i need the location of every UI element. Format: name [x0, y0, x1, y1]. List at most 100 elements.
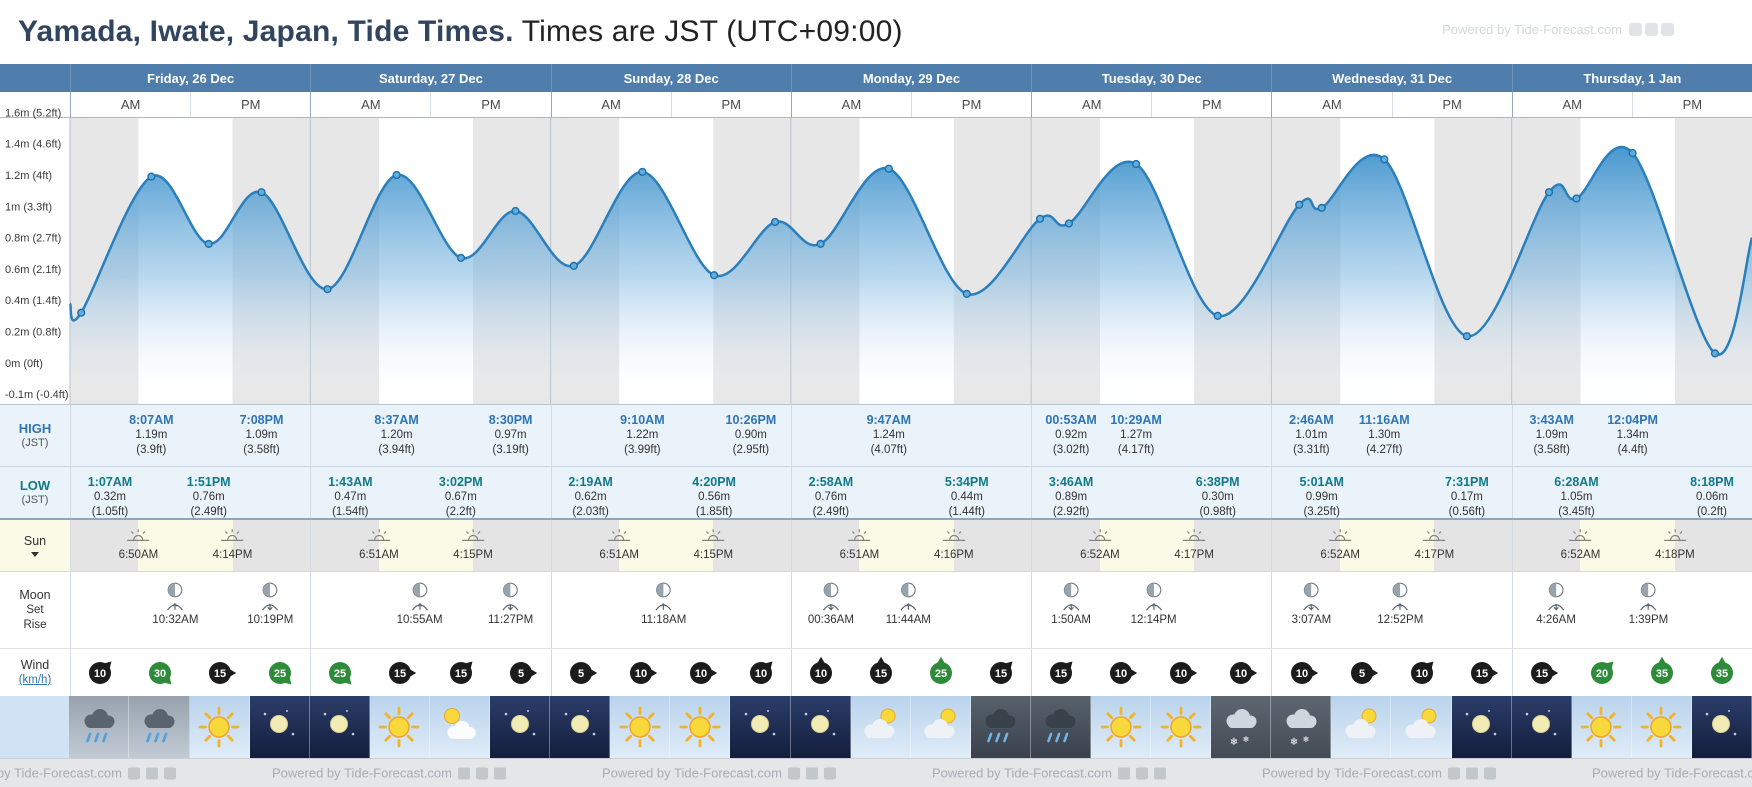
powered-by-watermark[interactable]: Powered by Tide-Forecast.com [1442, 22, 1674, 37]
svg-text:15: 15 [1536, 668, 1548, 680]
svg-text:15: 15 [995, 668, 1007, 680]
day-separator [1031, 467, 1033, 518]
sunset-icon [461, 529, 484, 541]
day-separator [70, 467, 71, 518]
powered-by-watermark[interactable]: Powered by Tide-Forecast.com [1262, 766, 1496, 781]
social-icon[interactable] [1483, 767, 1496, 779]
day-separator [1031, 572, 1033, 648]
tide-point-marker [1064, 219, 1074, 228]
svg-text:35: 35 [1716, 668, 1728, 680]
y-axis-label: 0.2m (0.8ft) [5, 327, 61, 339]
wind-speed-badge: 30 [143, 656, 177, 695]
ampm-day-4: AM PM [790, 92, 1031, 117]
chevron-down-icon[interactable] [31, 552, 39, 558]
powered-by-watermark[interactable]: Powered by Tide-Forecast.com [932, 766, 1166, 781]
wind-arrow-icon: 10 [1410, 661, 1434, 684]
moonrise-icon [900, 603, 917, 611]
social-icon[interactable] [493, 767, 506, 779]
high-tide-time: 2:46AM [1289, 413, 1334, 427]
low-tide-height-ft: (1.54ft) [332, 506, 369, 519]
social-icon[interactable] [1153, 767, 1166, 779]
moon-row: Moon Set Rise 10:32AM 10:19PM 10:55AM 11:27… [0, 572, 1752, 648]
low-tide-event: 8:18PM 0.06m (0.2ft) [1690, 474, 1734, 520]
low-tide-height-m: 0.44m [950, 491, 983, 504]
wind-arrow-icon: 15 [1050, 661, 1073, 684]
social-icon[interactable] [163, 767, 176, 779]
high-tide-time: 00:53AM [1045, 413, 1097, 427]
tide-point-marker [147, 172, 156, 181]
moon-phase-icon [823, 582, 839, 598]
high-tide-event: 00:53AM 0.92m (3.02ft) [1045, 412, 1096, 458]
low-tide-height-m: 0.62m [574, 491, 607, 504]
social-icon[interactable] [1465, 767, 1478, 779]
weather-icon-partly-sunny [429, 696, 491, 758]
high-tide-time: 3:43AM [1529, 413, 1574, 427]
low-tide-height-m: 0.47m [334, 491, 367, 504]
wind-speed-badge: 5 [504, 656, 538, 695]
social-icon[interactable] [475, 767, 488, 779]
wind-speed-badge: 15 [383, 656, 417, 695]
day-separator [550, 467, 552, 518]
day-separator [550, 405, 552, 466]
low-tide-event: 6:28AM 1.05m (3.45ft) [1554, 474, 1598, 520]
tide-point-marker [1035, 214, 1045, 223]
wind-arrow-icon: 15 [990, 661, 1013, 684]
low-tide-time: 5:01AM [1299, 475, 1344, 489]
wind-arrow-icon: 15 [1530, 662, 1558, 684]
social-icon[interactable] [1661, 23, 1674, 36]
social-icon[interactable] [1629, 23, 1642, 36]
powered-by-watermark[interactable]: Powered by Tide-Forecast.com [272, 766, 506, 781]
social-icon[interactable] [823, 767, 836, 779]
high-tide-height-ft: (4.07ft) [870, 444, 908, 457]
social-icon[interactable] [1645, 23, 1658, 36]
wind-unit-link[interactable]: (km/h) [18, 674, 52, 687]
moonrise-icon [1640, 603, 1657, 611]
wind-speed-badge: 10 [1285, 656, 1319, 695]
social-icon[interactable] [1135, 767, 1148, 779]
moon-set-time: 11:27PM [488, 614, 534, 626]
social-icon[interactable] [1447, 767, 1460, 779]
high-tide-event: 9:10AM 1.22m (3.99ft) [620, 412, 664, 458]
tide-point-marker [1710, 349, 1720, 358]
weather-row: ❄ ❄ ❄ ❄ [0, 696, 1752, 758]
watermark-text: Powered by Tide-Forecast.com [0, 765, 122, 781]
day-headers: Friday, 26 Dec Saturday, 27 Dec Sunday, 28… [70, 64, 1752, 92]
high-tide-event: 3:43AM 1.09m (3.58ft) [1529, 412, 1573, 458]
night-shading [1674, 520, 1752, 571]
moon-rise-event: 10:32AM [152, 582, 198, 626]
low-tide-height-ft: (2.49ft) [812, 506, 850, 519]
sunset-time: 4:18PM [1655, 549, 1695, 561]
social-icon[interactable] [805, 767, 818, 779]
moon-phase-icon [1641, 582, 1656, 598]
svg-text:35: 35 [1656, 668, 1668, 680]
jst-label: (JST) [21, 493, 49, 506]
tide-point-marker [1544, 188, 1554, 197]
tide-chart: 1.6m (5.2ft) 1.4m (4.6ft) 1.2m (4ft) 1m (3.… [0, 107, 1752, 404]
social-icon[interactable] [457, 767, 470, 779]
social-icon[interactable] [127, 767, 140, 779]
moon-rise-time: 11:18AM [641, 614, 687, 626]
high-tide-event: 10:26PM 0.90m (2.95ft) [726, 412, 777, 458]
day-separator [310, 649, 312, 696]
wind-speed-badge: 35 [1645, 656, 1679, 695]
moon-row-label: Moon Set Rise [0, 572, 70, 648]
powered-by-watermark[interactable]: Powered by Tide-Forecast.com [0, 766, 176, 781]
wind-label: Wind [20, 657, 50, 672]
social-icon[interactable] [145, 767, 158, 779]
powered-by-watermark[interactable]: Powered by Tide-Forecast.com [602, 766, 836, 781]
social-icon[interactable] [787, 767, 800, 779]
tide-point-marker [204, 239, 213, 249]
y-axis-label: 0.4m (1.4ft) [5, 295, 61, 307]
sunset-time: 4:17PM [1414, 549, 1455, 561]
wind-arrow-icon: 25 [269, 662, 292, 685]
high-tide-time: 12:04PM [1607, 413, 1658, 427]
sunset-time: 4:14PM [212, 549, 253, 561]
moonset-icon [1303, 603, 1320, 611]
low-tide-height-m: 0.17m [1450, 491, 1483, 504]
weather-icon-clear-night [249, 696, 310, 758]
wind-arrow-icon: 10 [809, 656, 832, 684]
moon-phase-icon [656, 582, 672, 598]
social-icon[interactable] [1117, 767, 1130, 779]
am-header: AM [841, 97, 862, 112]
powered-by-watermark[interactable]: Powered by Tide-Forecast.com [1592, 766, 1752, 781]
